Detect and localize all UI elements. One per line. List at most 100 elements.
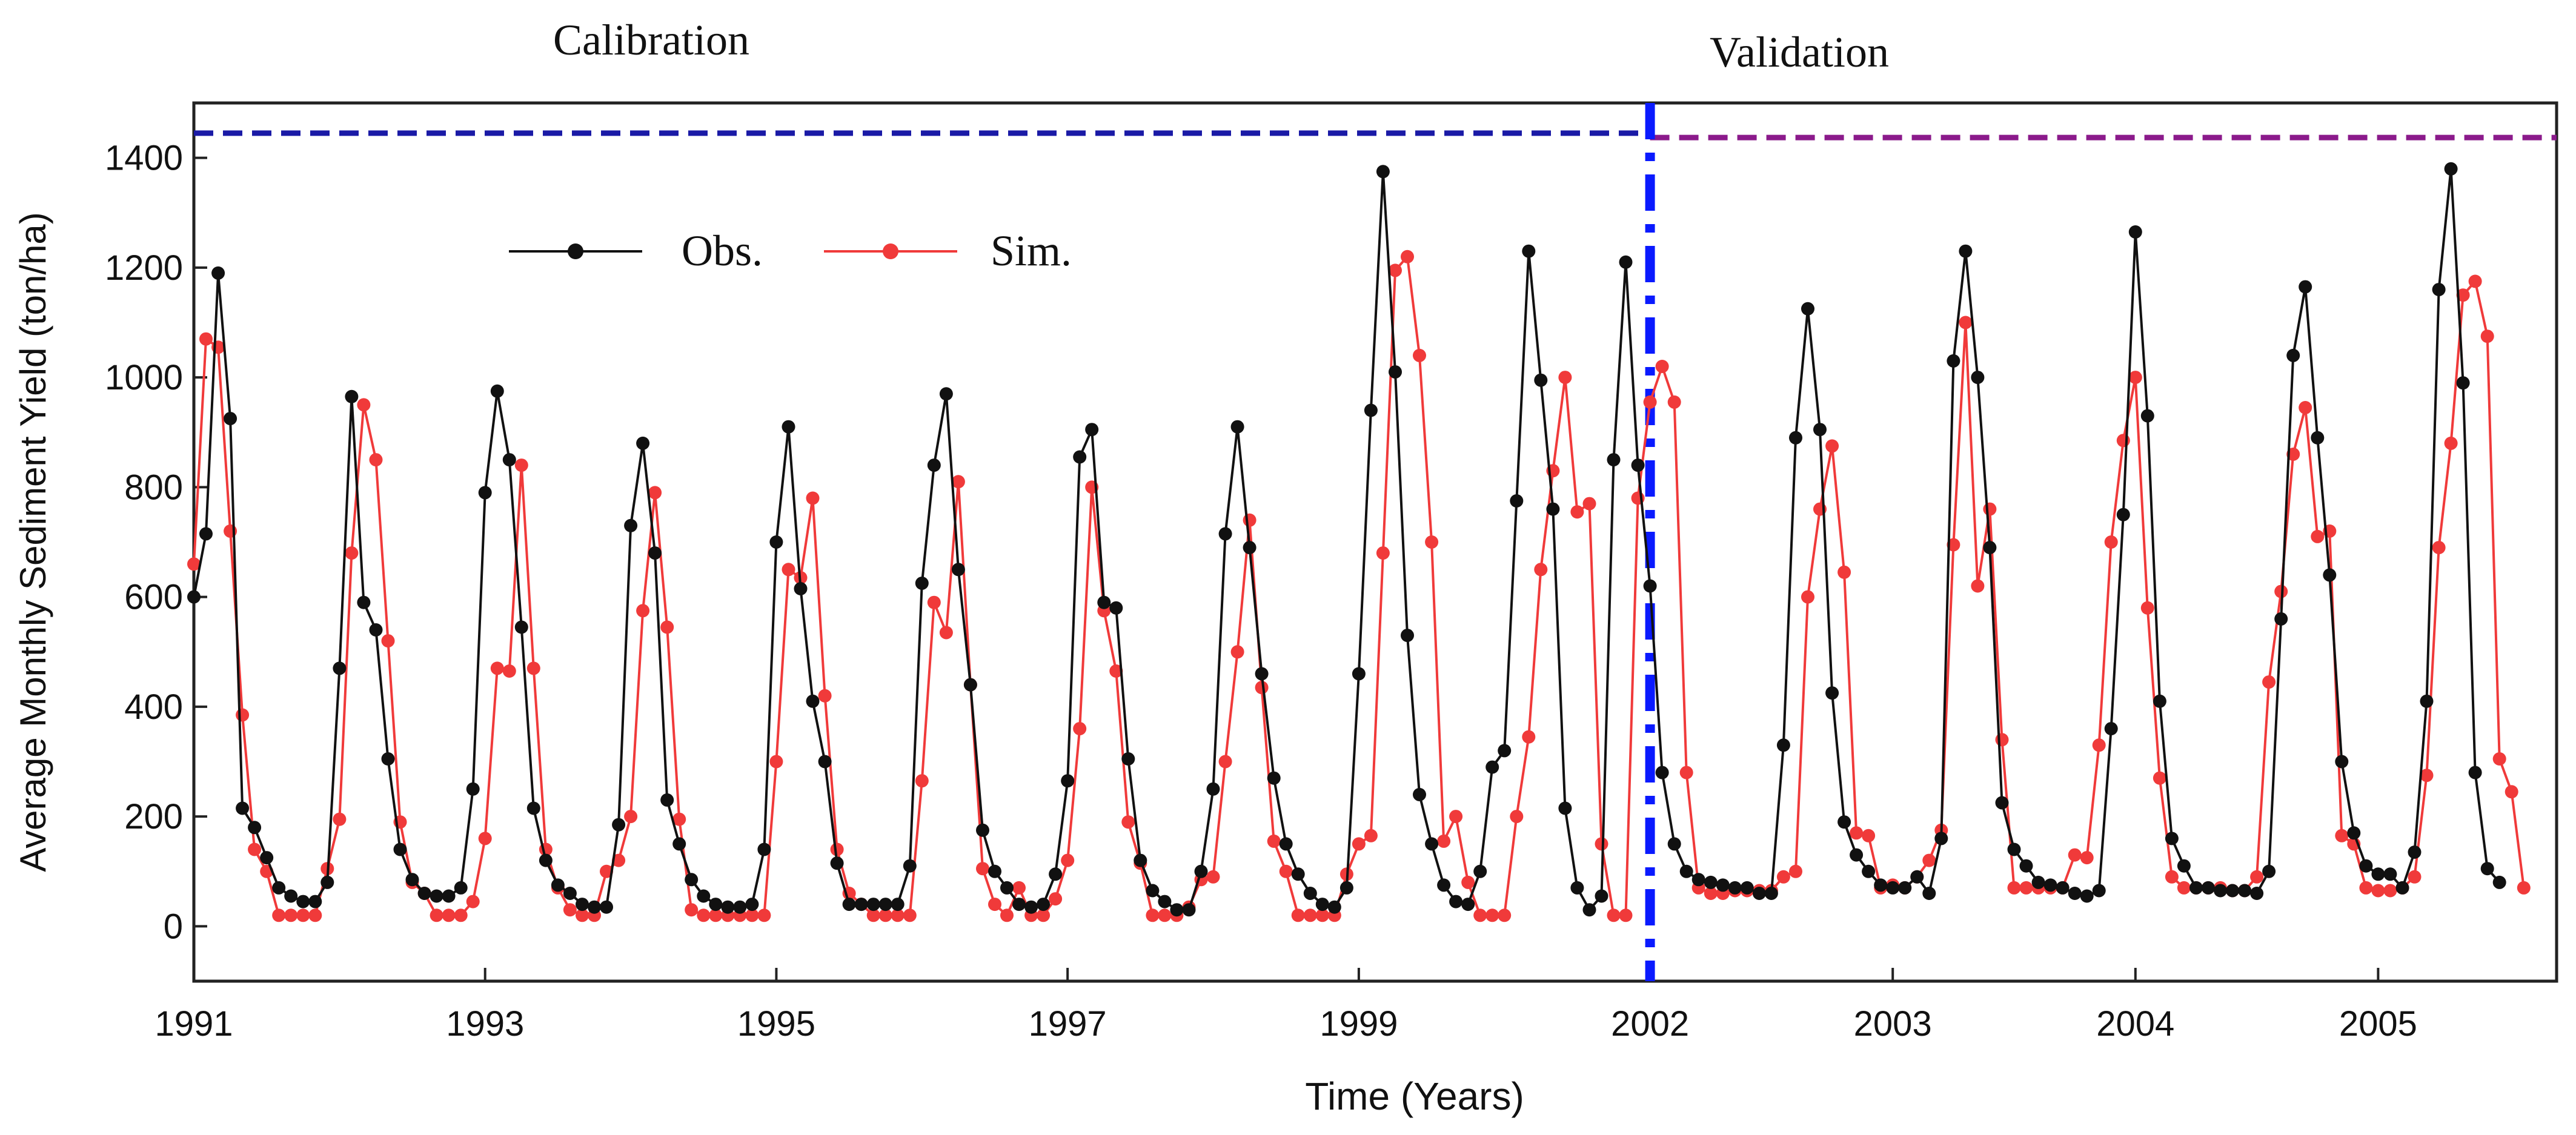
data-point-sim: [1959, 316, 1973, 329]
data-point-sim: [1607, 908, 1621, 922]
data-point-obs: [393, 842, 407, 856]
data-point-obs: [1971, 371, 1985, 385]
x-tick-label: 1999: [1320, 1004, 1398, 1044]
data-point-obs: [1267, 771, 1281, 785]
data-point-obs: [2492, 875, 2506, 889]
data-point-sim: [1206, 870, 1220, 884]
data-point-sim: [709, 908, 723, 922]
data-point-obs: [490, 384, 504, 398]
data-point-sim: [2299, 401, 2312, 414]
data-point-sim: [1789, 864, 1802, 878]
data-point-sim: [490, 661, 504, 675]
data-point-sim: [2274, 584, 2288, 598]
data-point-obs: [1983, 541, 1997, 555]
data-point-obs: [1158, 895, 1172, 908]
y-tick-label: 1400: [105, 139, 183, 178]
data-point-sim: [1534, 563, 1548, 577]
data-point-sim: [308, 908, 322, 922]
data-point-obs: [818, 755, 832, 769]
data-point-sim: [2153, 771, 2166, 785]
data-point-sim: [1498, 908, 1512, 922]
data-point-sim: [1570, 505, 1584, 519]
data-point-obs: [1389, 365, 1402, 379]
data-point-sim: [806, 491, 820, 505]
data-point-sim: [2068, 848, 2082, 862]
x-tick-label: 1995: [737, 1004, 815, 1044]
data-point-obs: [211, 266, 225, 280]
data-point-obs: [1012, 898, 1026, 912]
data-point-obs: [757, 842, 771, 856]
data-point-sim: [576, 908, 589, 922]
data-point-obs: [526, 801, 540, 815]
data-point-sim: [284, 908, 298, 922]
data-point-sim: [1146, 908, 1160, 922]
data-point-sim: [236, 708, 250, 722]
data-point-sim: [1243, 513, 1256, 527]
data-point-obs: [2286, 348, 2300, 362]
data-point-sim: [1679, 766, 1693, 779]
axis-ticks: 0 200 400 600 800 1000 1200 1400 1991 1993 1995 199…: [105, 139, 2417, 1044]
data-point-obs: [2238, 884, 2252, 898]
legend-sim-marker: [883, 243, 898, 259]
data-point-obs: [2104, 722, 2118, 736]
data-point-sim: [1825, 439, 1839, 453]
data-point-obs: [2262, 864, 2276, 878]
data-point-obs: [672, 837, 686, 851]
data-point-obs: [1728, 881, 1742, 895]
data-point-sim: [891, 908, 905, 922]
data-point-sim: [830, 842, 844, 856]
x-tick-label: 1993: [446, 1004, 524, 1044]
data-point-sim: [1303, 908, 1317, 922]
data-point-obs: [1910, 870, 1924, 884]
data-point-obs: [1947, 354, 1960, 368]
data-point-sim: [1801, 590, 1814, 604]
data-point-sim: [2165, 870, 2179, 884]
data-point-obs: [806, 694, 820, 708]
data-point-obs: [1764, 887, 1778, 900]
data-point-obs: [369, 623, 383, 637]
data-point-sim: [782, 563, 795, 577]
data-point-obs: [417, 887, 431, 900]
data-point-sim: [2092, 738, 2106, 752]
data-point-obs: [1473, 864, 1487, 878]
data-point-sim: [1655, 360, 1669, 373]
data-point-obs: [1376, 165, 1390, 179]
data-point-obs: [308, 895, 322, 908]
data-point-obs: [1315, 898, 1329, 912]
data-point-obs: [296, 895, 310, 908]
data-point-sim: [1218, 755, 1232, 769]
data-point-sim: [2492, 752, 2506, 766]
data-point-obs: [1109, 601, 1123, 615]
data-point-sim: [1376, 546, 1390, 560]
data-point-sim: [2177, 881, 2191, 895]
data-point-sim: [1049, 892, 1063, 906]
data-point-sim: [466, 895, 480, 908]
data-point-sim: [660, 620, 674, 634]
data-point-obs: [2214, 884, 2227, 898]
data-point-sim: [648, 486, 662, 500]
data-point-obs: [660, 793, 674, 807]
data-point-sim: [818, 689, 832, 703]
data-point-sim: [1000, 908, 1014, 922]
data-point-obs: [1704, 875, 1718, 889]
series-layer: [187, 162, 2531, 922]
data-point-sim: [526, 661, 540, 675]
data-point-obs: [988, 864, 1001, 878]
data-point-obs: [1121, 752, 1135, 766]
data-point-obs: [927, 458, 941, 472]
data-point-obs: [2202, 881, 2215, 895]
data-point-obs: [1194, 864, 1208, 878]
data-point-obs: [2323, 568, 2337, 582]
data-point-sim: [345, 546, 359, 560]
data-point-obs: [1886, 881, 1900, 895]
data-point-obs: [1752, 887, 1766, 900]
data-point-obs: [1449, 895, 1463, 908]
data-point-obs: [1437, 878, 1451, 892]
data-point-obs: [2019, 859, 2033, 873]
data-point-sim: [357, 398, 371, 412]
data-point-obs: [2226, 884, 2239, 898]
data-point-obs: [2189, 881, 2203, 895]
data-point-sim: [2432, 541, 2446, 555]
data-point-obs: [1667, 837, 1681, 851]
